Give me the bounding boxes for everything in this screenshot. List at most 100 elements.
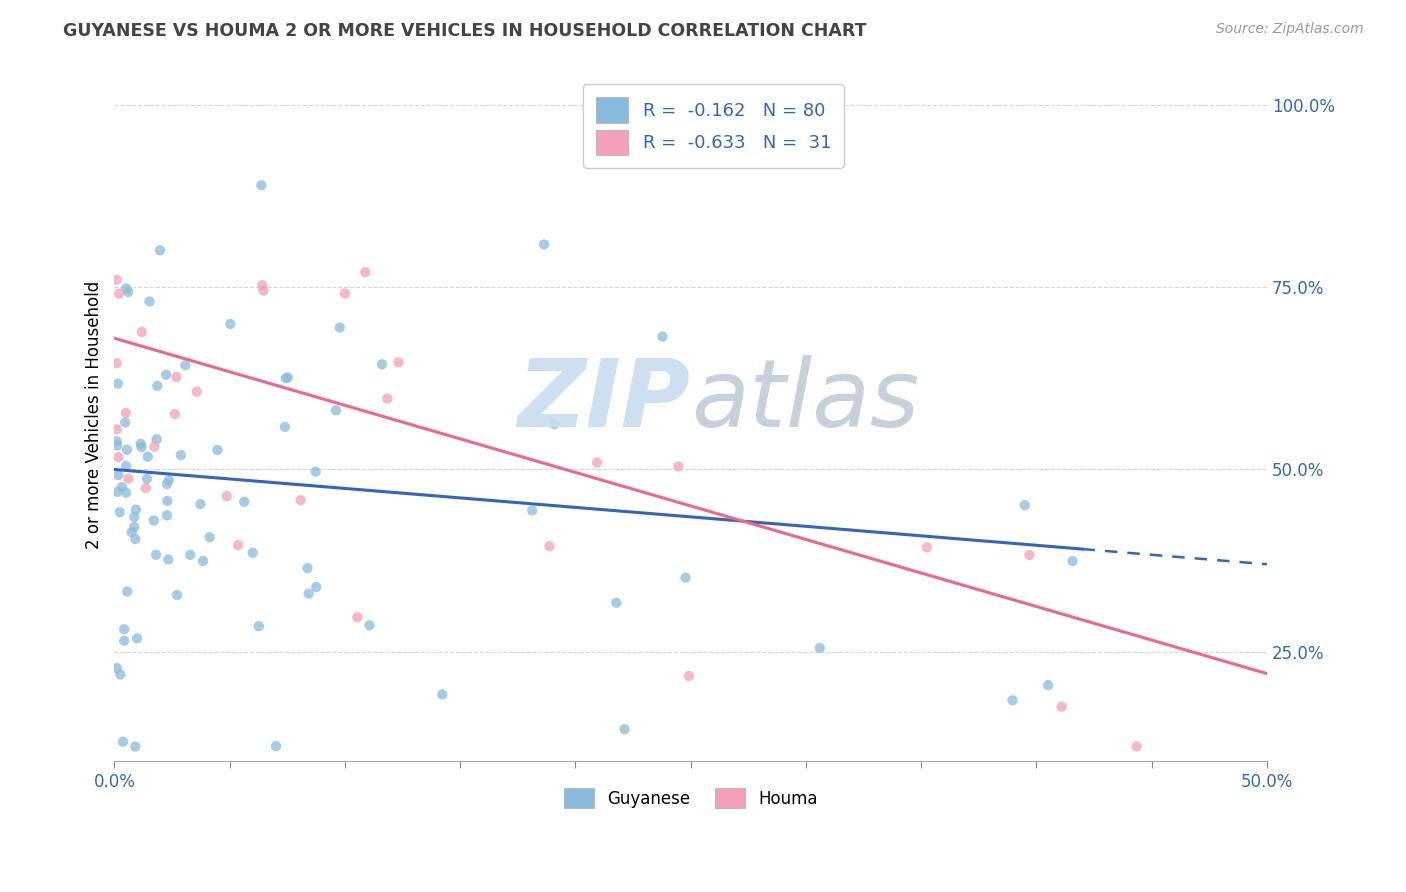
- Point: [297, 561, 319, 575]
- Point: [155, 368, 177, 382]
- Point: [371, 357, 394, 371]
- Point: [387, 355, 409, 369]
- Point: [198, 530, 221, 544]
- Point: [105, 484, 128, 499]
- Point: [651, 329, 673, 343]
- Point: [219, 317, 242, 331]
- Point: [538, 539, 561, 553]
- Text: ZIP: ZIP: [517, 355, 690, 447]
- Point: [163, 407, 186, 421]
- Point: [129, 437, 152, 451]
- Point: [105, 434, 128, 449]
- Point: [112, 633, 135, 648]
- Point: [112, 735, 135, 749]
- Point: [359, 618, 381, 632]
- Point: [675, 570, 697, 584]
- Point: [226, 538, 249, 552]
- Point: [432, 688, 454, 702]
- Point: [108, 505, 131, 519]
- Point: [1062, 554, 1084, 568]
- Point: [138, 294, 160, 309]
- Point: [333, 286, 356, 301]
- Point: [264, 739, 287, 753]
- Point: [1125, 739, 1147, 754]
- Point: [533, 237, 555, 252]
- Point: [117, 285, 139, 299]
- Legend: Guyanese, Houma: Guyanese, Houma: [557, 781, 824, 815]
- Point: [121, 525, 143, 540]
- Point: [242, 546, 264, 560]
- Point: [252, 278, 274, 293]
- Text: atlas: atlas: [690, 355, 920, 447]
- Point: [354, 265, 377, 279]
- Point: [915, 541, 938, 555]
- Text: Source: ZipAtlas.com: Source: ZipAtlas.com: [1216, 22, 1364, 37]
- Point: [1018, 548, 1040, 562]
- Y-axis label: 2 or more Vehicles in Household: 2 or more Vehicles in Household: [86, 281, 103, 549]
- Point: [250, 178, 273, 193]
- Point: [277, 370, 299, 384]
- Point: [110, 667, 132, 681]
- Point: [166, 588, 188, 602]
- Point: [666, 459, 689, 474]
- Point: [605, 596, 627, 610]
- Point: [115, 458, 138, 473]
- Point: [108, 286, 131, 301]
- Point: [274, 420, 297, 434]
- Point: [115, 442, 138, 457]
- Point: [165, 370, 187, 384]
- Point: [107, 450, 129, 464]
- Point: [124, 532, 146, 546]
- Point: [105, 438, 128, 452]
- Point: [191, 554, 214, 568]
- Point: [1001, 693, 1024, 707]
- Point: [146, 379, 169, 393]
- Point: [117, 584, 139, 599]
- Point: [290, 493, 312, 508]
- Point: [136, 450, 159, 464]
- Point: [112, 622, 135, 636]
- Point: [252, 284, 274, 298]
- Point: [325, 403, 347, 417]
- Point: [114, 416, 136, 430]
- Point: [274, 371, 297, 385]
- Point: [190, 497, 212, 511]
- Point: [1014, 498, 1036, 512]
- Point: [131, 440, 153, 454]
- Point: [170, 448, 193, 462]
- Point: [124, 739, 146, 754]
- Point: [149, 244, 172, 258]
- Point: [145, 548, 167, 562]
- Point: [613, 722, 636, 736]
- Point: [377, 392, 399, 406]
- Point: [1036, 678, 1059, 692]
- Point: [115, 281, 138, 295]
- Point: [135, 481, 157, 495]
- Point: [143, 440, 166, 454]
- Point: [247, 619, 270, 633]
- Point: [142, 514, 165, 528]
- Point: [156, 508, 179, 523]
- Point: [105, 661, 128, 675]
- Point: [678, 669, 700, 683]
- Point: [122, 520, 145, 534]
- Point: [107, 376, 129, 391]
- Point: [586, 456, 609, 470]
- Point: [105, 422, 128, 436]
- Point: [131, 325, 153, 339]
- Point: [207, 442, 229, 457]
- Point: [127, 632, 149, 646]
- Point: [179, 548, 201, 562]
- Point: [156, 494, 179, 508]
- Point: [233, 494, 256, 508]
- Point: [215, 489, 238, 503]
- Point: [346, 610, 368, 624]
- Point: [125, 502, 148, 516]
- Point: [124, 510, 146, 524]
- Point: [1050, 699, 1073, 714]
- Point: [145, 432, 167, 446]
- Point: [808, 640, 831, 655]
- Point: [115, 485, 138, 500]
- Point: [111, 480, 134, 494]
- Point: [156, 477, 179, 491]
